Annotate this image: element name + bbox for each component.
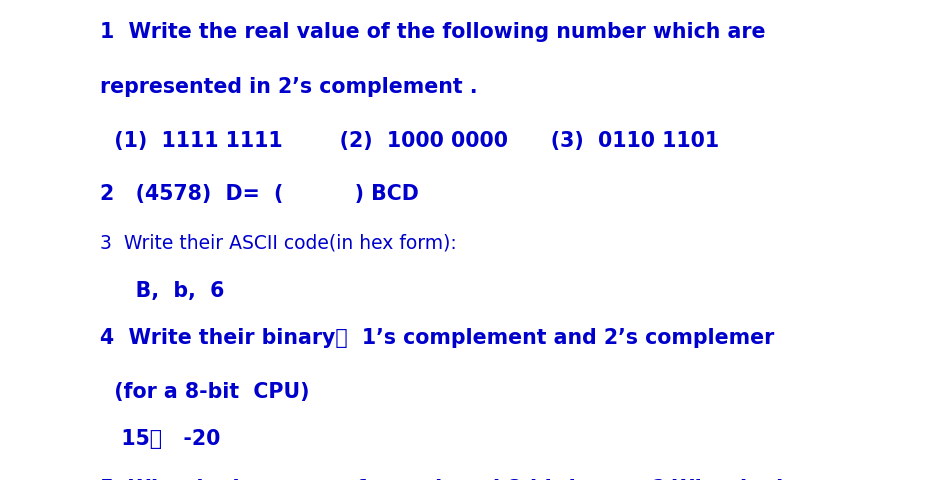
Text: represented in 2’s complement .: represented in 2’s complement .	[100, 77, 477, 97]
Text: (1)  1111 1111        (2)  1000 0000      (3)  0110 1101: (1) 1111 1111 (2) 1000 0000 (3) 0110 110…	[100, 131, 719, 151]
Text: 5  What is the range of a unsigned 8-bit integer? What is th: 5 What is the range of a unsigned 8-bit …	[100, 478, 790, 480]
Text: 15，   -20: 15， -20	[100, 428, 221, 448]
Text: (for a 8-bit  CPU): (for a 8-bit CPU)	[100, 382, 309, 402]
Text: 2   (4578)  D=  (          ) BCD: 2 (4578) D= ( ) BCD	[100, 184, 418, 204]
Text: 4  Write their binary、  1’s complement and 2’s complemer: 4 Write their binary、 1’s complement and…	[100, 327, 774, 348]
Text: 3  Write their ASCII code(in hex form):: 3 Write their ASCII code(in hex form):	[100, 233, 456, 252]
Text: 1  Write the real value of the following number which are: 1 Write the real value of the following …	[100, 22, 766, 42]
Text: B,  b,  6: B, b, 6	[100, 281, 224, 301]
